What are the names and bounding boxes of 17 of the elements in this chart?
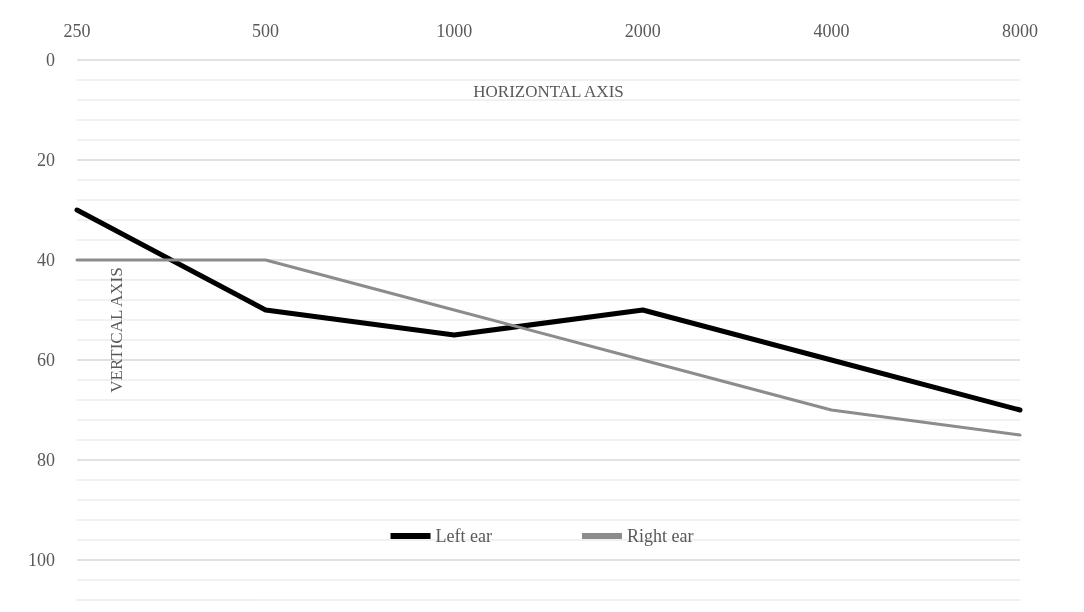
y-tick-label: 0: [46, 50, 55, 70]
legend-label: Right ear: [626, 526, 694, 546]
y-tick-label: 60: [37, 350, 55, 370]
y-tick-label: 40: [37, 250, 55, 270]
x-tick-label: 4000: [813, 21, 850, 41]
legend-label: Left ear: [435, 526, 492, 546]
x-tick-label: 250: [63, 21, 91, 41]
y-tick-label: 80: [37, 450, 55, 470]
line-series: [75, 258, 1022, 437]
x-axis-title: HORIZONTAL AXIS: [473, 82, 624, 101]
x-tick-label: 500: [252, 21, 280, 41]
y-axis-title: VERTICAL AXIS: [107, 267, 126, 393]
x-tick-label: 2000: [624, 21, 661, 41]
y-tick-label: 20: [37, 150, 55, 170]
x-tick-label: 8000: [1002, 21, 1038, 41]
y-tick-label: 100: [28, 550, 55, 570]
x-tick-label: 1000: [436, 21, 473, 41]
